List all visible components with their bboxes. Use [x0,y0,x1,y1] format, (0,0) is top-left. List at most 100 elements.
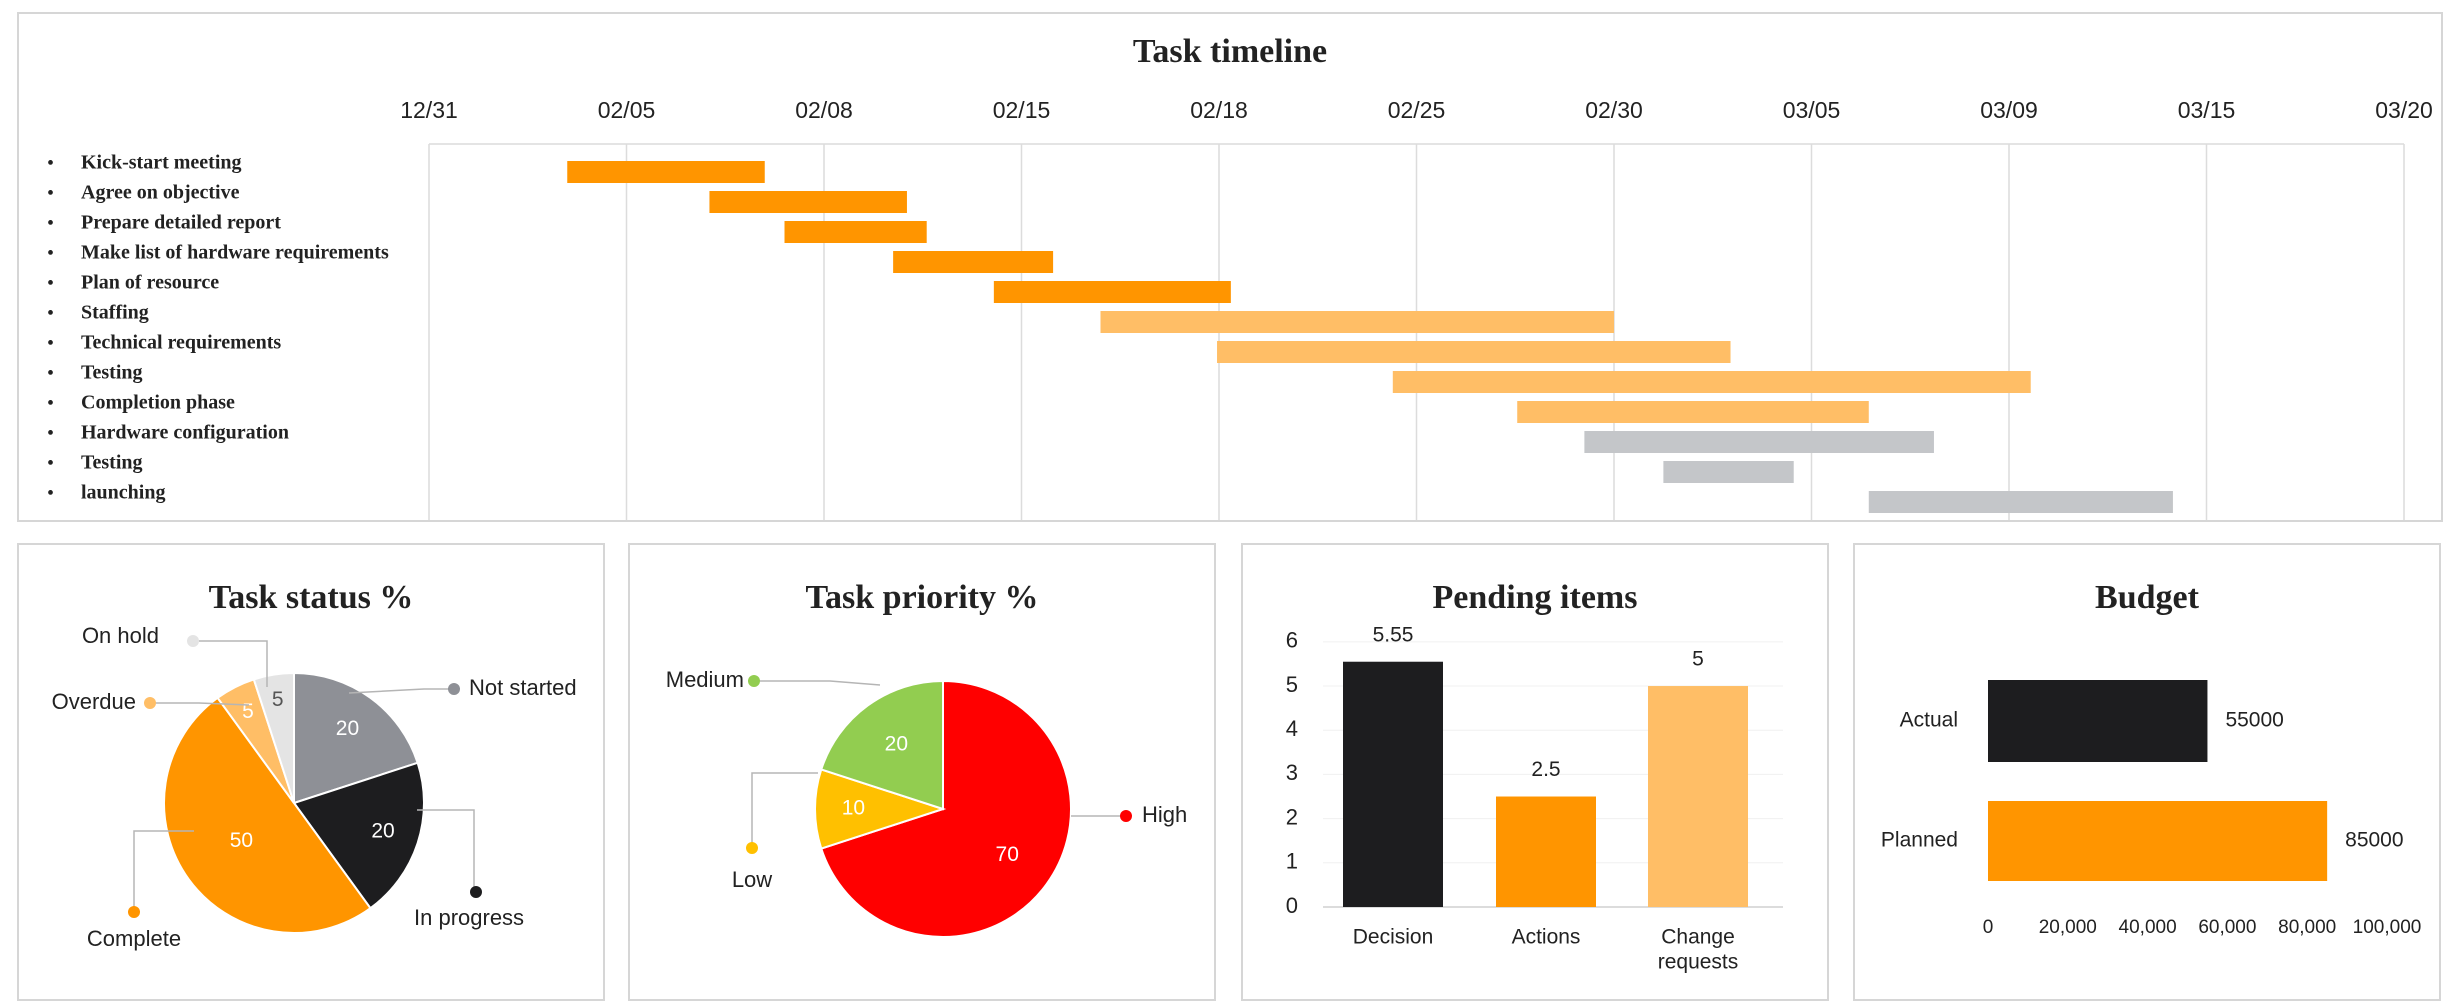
budget-x-tick: 20,000 [2039,917,2097,938]
budget-bar [1988,801,2328,881]
task-label: Prepare detailed report [81,212,281,234]
task-label: Technical requirements [81,332,281,354]
pending-value-label: 5.55 [1373,623,1414,646]
leader-line [133,830,194,910]
legend-marker [144,697,156,709]
pie-slice-value: 70 [996,843,1019,866]
pie-slice-value: 10 [842,797,865,820]
pie-slice [252,671,295,804]
budget-x-tick: 60,000 [2198,917,2256,938]
timeline-tick-label: 02/05 [598,97,656,123]
task-bullet: • [47,363,54,385]
pie-title: Task priority % [805,579,1038,616]
task-bar [1100,311,1614,333]
task-bar [1868,491,2173,513]
legend-marker [1120,810,1132,822]
leader-line [156,702,250,706]
leader-line [751,772,818,845]
pie-slice-value: 20 [371,819,394,842]
task-bar [893,251,1054,273]
legend-marker [748,675,760,687]
task-label: Testing [81,452,143,474]
slice-label: Low [732,867,772,892]
pending-y-tick: 1 [1286,849,1298,874]
task-bar [784,221,927,243]
pie-slice [814,768,947,850]
timeline-tick-label: 03/05 [1783,97,1841,123]
task-bar [1517,401,1869,423]
timeline-tick-label: 03/20 [2375,97,2433,123]
timeline-tick-label: 02/30 [1585,97,1643,123]
task-bullet: • [47,393,54,415]
pie-slice [163,696,372,934]
pending-y-tick: 0 [1286,893,1298,918]
budget-x-tick: 80,000 [2278,917,2336,938]
pending-y-tick: 6 [1286,628,1298,653]
slice-label: Not started [469,675,577,700]
task-priority-panel: Task priority % 70 10 20 High Low Medium [628,543,1216,1001]
pie-slice-value: 5 [272,688,284,711]
pending-category-label: requests [1658,951,1739,974]
leader-line [760,680,881,686]
timeline-tick-label: 02/18 [1190,97,1248,123]
pending-category-label: Change [1661,926,1735,949]
timeline-tick-label: 03/15 [2178,97,2236,123]
task-bar [709,191,907,213]
legend-marker [128,906,140,918]
budget-bar [1988,680,2208,762]
pie-slice [292,761,425,910]
slice-label: Complete [87,926,181,951]
budget-x-tick: 100,000 [2353,917,2422,938]
pending-value-label: 2.5 [1531,758,1560,781]
pending-bar [1648,686,1748,907]
task-bullet: • [47,243,54,265]
slice-label: Medium [666,667,744,692]
task-bullet: • [47,273,54,295]
budget-category-label: Planned [1881,829,1958,852]
pie-title: Task status % [209,579,414,616]
task-label: Completion phase [81,392,235,414]
task-priority-chart: Task priority % 70 10 20 High Low Medium [666,579,1187,938]
pending-items-panel: Pending items 0 1 2 3 4 5 6 5.55 Decision 2.5 Actio… [1241,543,1829,1001]
task-bullet: • [47,483,54,505]
task-bar [1584,431,1934,453]
leader-line [199,640,268,687]
budget-chart: Budget 0 20,000 40,000 60,000 80,000 100,000 Ac… [1881,579,2422,938]
pie-slice [293,671,419,805]
task-status-panel: Task status % 20 20 50 5 5 Not started In progr… [17,543,605,1001]
task-bullet: • [47,153,54,175]
pending-y-tick: 3 [1286,760,1298,785]
task-label: Kick-start meeting [81,152,242,174]
task-bullet: • [47,453,54,475]
task-bullet: • [47,213,54,235]
legend-marker [187,635,199,647]
task-bullet: • [47,183,54,205]
budget-value-label: 85000 [2345,829,2403,852]
pending-title: Pending items [1433,579,1638,616]
budget-x-tick: 0 [1983,917,1994,938]
task-label: Agree on objective [81,182,240,204]
pending-category-label: Decision [1353,926,1434,949]
leader-line [417,809,475,892]
budget-panel: Budget 0 20,000 40,000 60,000 80,000 100,000 Ac… [1853,543,2441,1001]
pending-items-chart: Pending items 0 1 2 3 4 5 6 5.55 Decision 2.5 Actio… [1286,579,1783,974]
task-status-chart: Task status % 20 20 50 55 Not started In progr… [52,579,577,951]
task-bullet: • [47,333,54,355]
leader-line [348,688,454,694]
slice-label: In progress [414,905,524,930]
task-bar [567,161,765,183]
budget-category-label: Actual [1900,709,1958,732]
pie-slice [820,679,944,811]
timeline-title: Task timeline [1133,33,1327,70]
pending-y-tick: 4 [1286,716,1298,741]
task-bullet: • [47,423,54,445]
task-label: Hardware configuration [81,422,289,444]
slice-label: High [1142,802,1187,827]
pending-y-tick: 2 [1286,804,1298,829]
slice-label: Overdue [52,689,136,714]
pie-slice-value: 20 [336,717,359,740]
task-bullet: • [47,303,54,325]
task-timeline-chart: Task timeline 12/31 02/05 02/08 02/15 02/18 02… [47,33,2433,520]
task-bar [1217,341,1731,363]
task-bar [1663,461,1794,483]
